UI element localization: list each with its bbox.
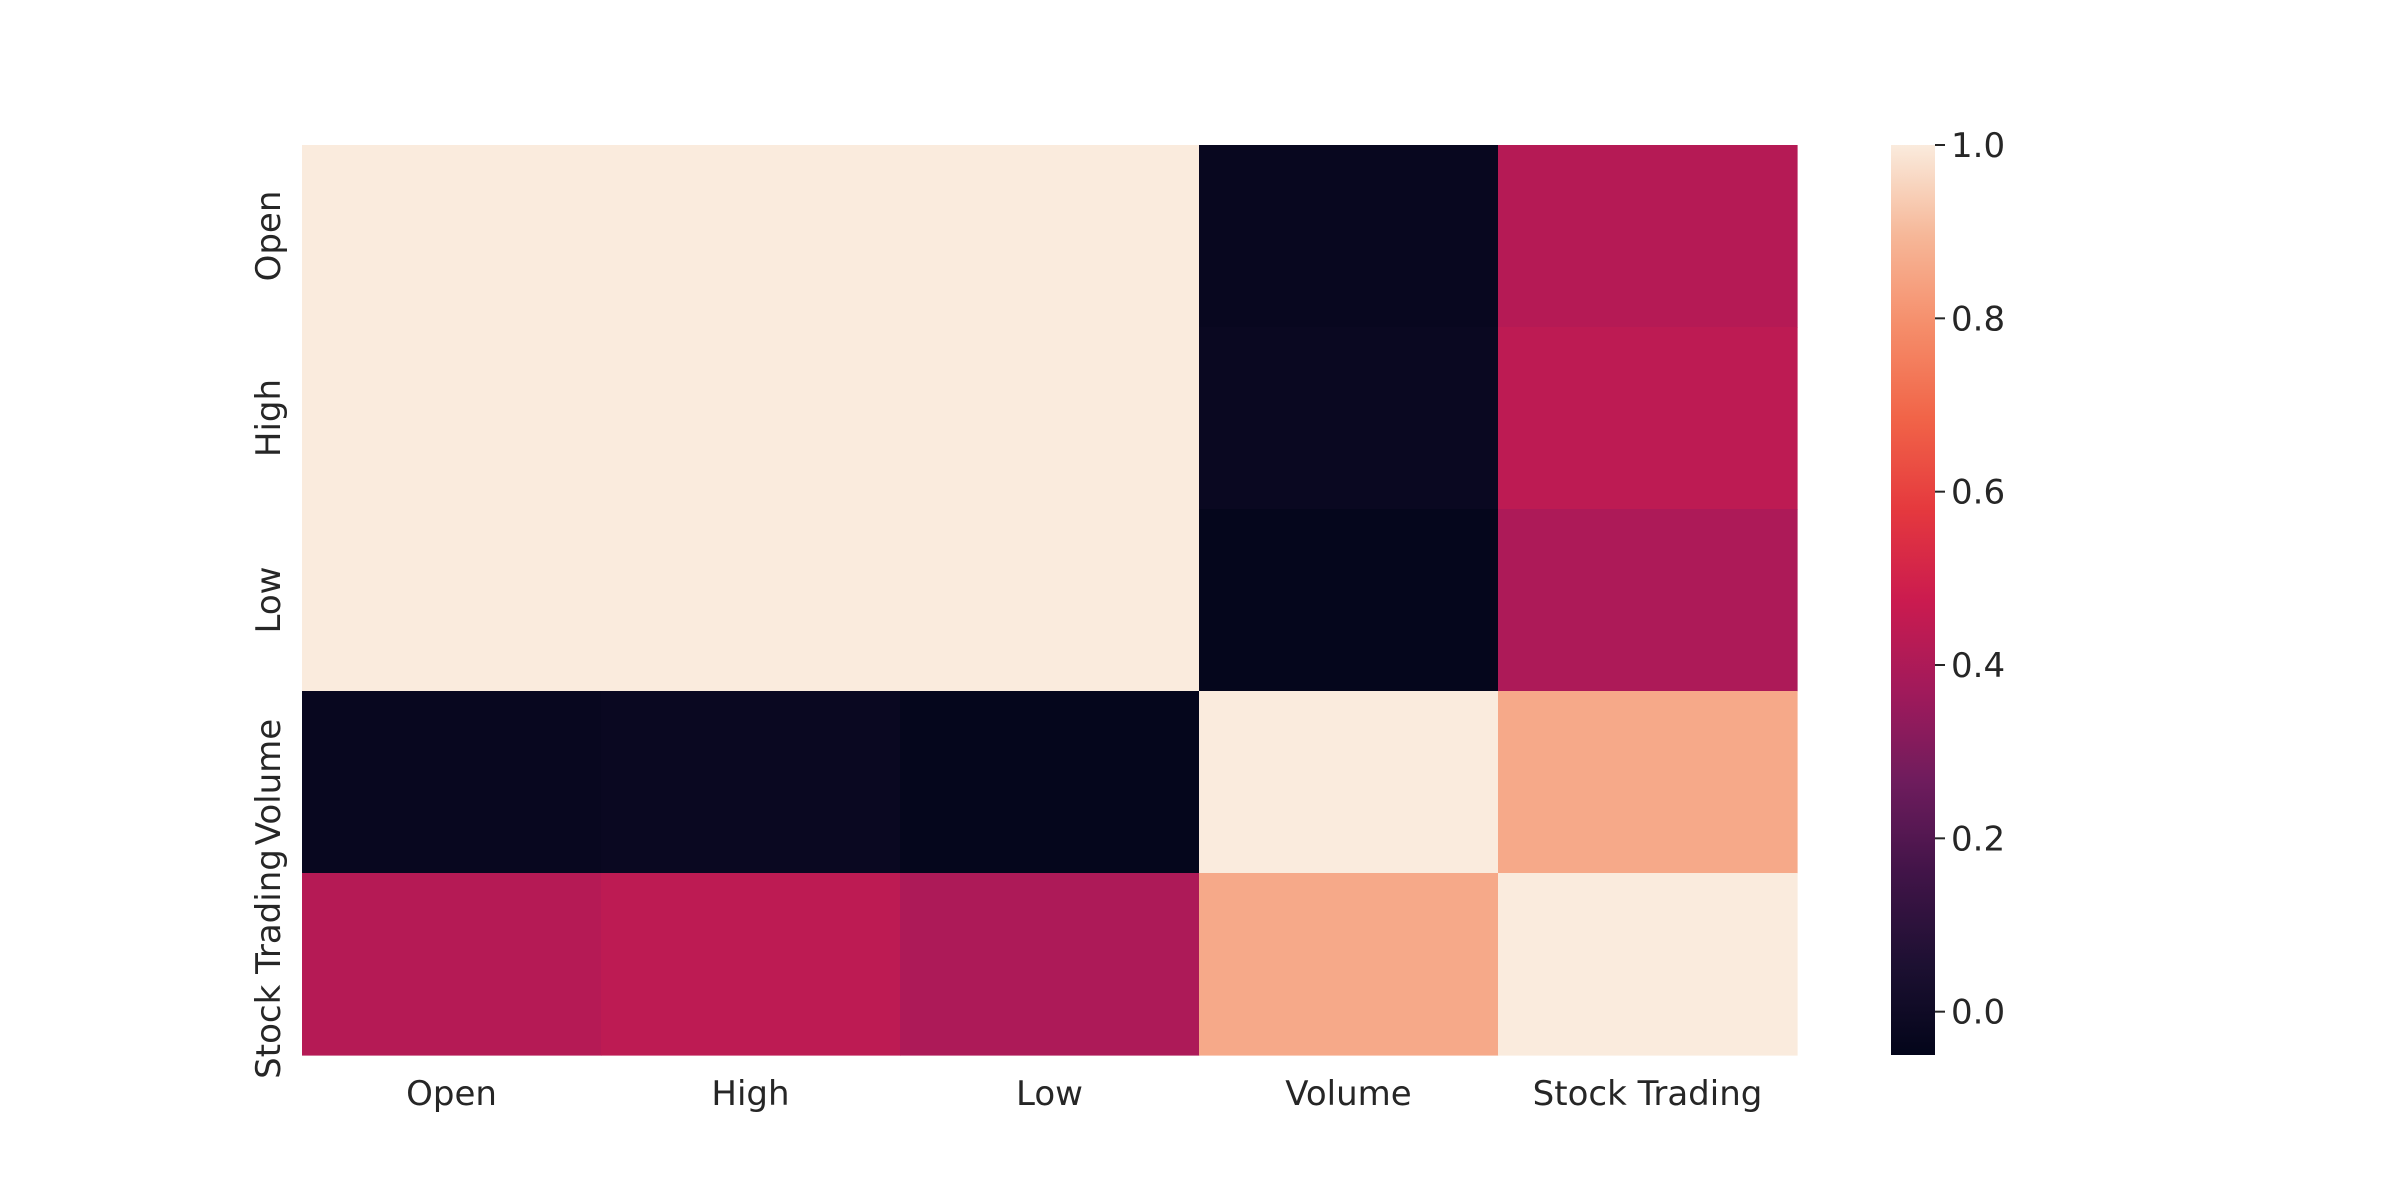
heatmap-cells	[302, 145, 1798, 1056]
heatmap-cell	[900, 873, 1200, 1056]
heatmap-cell	[601, 873, 901, 1056]
heatmap-cell	[302, 145, 602, 328]
heatmap-cell	[900, 145, 1200, 328]
heatmap-cell	[1498, 691, 1798, 874]
heatmap-cell	[302, 327, 602, 510]
y-tick-label: High	[249, 379, 289, 457]
heatmap-cell	[1498, 873, 1798, 1056]
x-tick-label: Volume	[1285, 1074, 1411, 1114]
colorbar-tick-label: 0.2	[1951, 819, 2005, 859]
heatmap-cell	[601, 509, 901, 692]
x-tick-label: Stock Trading	[1533, 1074, 1763, 1114]
y-tick-label: Low	[249, 567, 289, 634]
heatmap-cell	[601, 327, 901, 510]
colorbar-ticks: 0.0 0.2 0.4 0.6 0.8 1.0	[1935, 126, 2005, 1033]
x-tick-label: Low	[1016, 1074, 1083, 1114]
colorbar-tick-label: 0.0	[1951, 993, 2005, 1033]
x-tick-label: Open	[406, 1074, 497, 1114]
heatmap-cell	[601, 691, 901, 874]
y-tick-label: Volume	[249, 719, 289, 845]
y-tick-label: Stock Trading	[249, 849, 289, 1079]
colorbar: 0.0 0.2 0.4 0.6 0.8 1.0	[1891, 126, 2005, 1055]
heatmap-cell	[1199, 327, 1499, 510]
y-tick-label: Open	[249, 191, 289, 282]
heatmap-cell	[1498, 327, 1798, 510]
colorbar-tick-label: 0.6	[1951, 473, 2005, 513]
colorbar-tick-label: 0.8	[1951, 299, 2005, 339]
heatmap-cell	[302, 509, 602, 692]
heatmap-cell	[1199, 509, 1499, 692]
heatmap-cell	[900, 327, 1200, 510]
heatmap-cell	[1199, 691, 1499, 874]
heatmap-cell	[900, 691, 1200, 874]
heatmap-cell	[601, 145, 901, 328]
x-axis-ticks: Open High Low Volume Stock Trading	[406, 1074, 1762, 1114]
heatmap-cell	[900, 509, 1200, 692]
heatmap-cell	[1199, 873, 1499, 1056]
x-tick-label: High	[711, 1074, 789, 1114]
colorbar-gradient	[1891, 145, 1935, 1055]
colorbar-tick-label: 1.0	[1951, 126, 2005, 166]
colorbar-tick-label: 0.4	[1951, 646, 2005, 686]
heatmap-cell	[1498, 509, 1798, 692]
heatmap-cell	[302, 691, 602, 874]
heatmap-cell	[1199, 145, 1499, 328]
heatmap-cell	[1498, 145, 1798, 328]
heatmap-cell	[302, 873, 602, 1056]
